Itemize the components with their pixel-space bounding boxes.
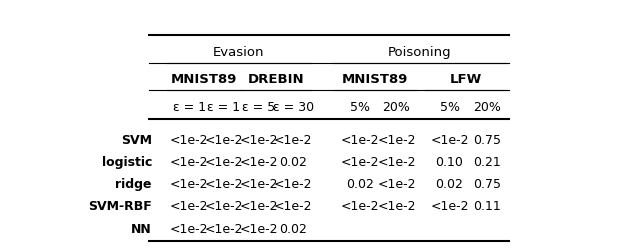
Text: SVM-RBF: SVM-RBF bbox=[88, 200, 152, 212]
Text: <1e-2: <1e-2 bbox=[274, 178, 312, 190]
Text: <1e-2: <1e-2 bbox=[239, 156, 278, 168]
Text: <1e-2: <1e-2 bbox=[170, 133, 209, 146]
Text: 0.10: 0.10 bbox=[436, 156, 463, 168]
Text: <1e-2: <1e-2 bbox=[341, 156, 380, 168]
Text: <1e-2: <1e-2 bbox=[430, 133, 468, 146]
Text: <1e-2: <1e-2 bbox=[205, 222, 243, 235]
Text: MNIST89: MNIST89 bbox=[171, 72, 237, 86]
Text: 0.11: 0.11 bbox=[473, 200, 500, 212]
Text: 0.02: 0.02 bbox=[346, 178, 374, 190]
Text: <1e-2: <1e-2 bbox=[170, 156, 209, 168]
Text: 5%: 5% bbox=[350, 100, 370, 114]
Text: Poisoning: Poisoning bbox=[388, 46, 452, 58]
Text: <1e-2: <1e-2 bbox=[377, 178, 416, 190]
Text: ridge: ridge bbox=[115, 178, 152, 190]
Text: Evasion: Evasion bbox=[213, 46, 264, 58]
Text: NN: NN bbox=[131, 222, 152, 235]
Text: 20%: 20% bbox=[473, 100, 500, 114]
Text: <1e-2: <1e-2 bbox=[205, 178, 243, 190]
Text: <1e-2: <1e-2 bbox=[377, 200, 416, 212]
Text: <1e-2: <1e-2 bbox=[205, 156, 243, 168]
Text: <1e-2: <1e-2 bbox=[341, 200, 380, 212]
Text: ε = 1: ε = 1 bbox=[173, 100, 205, 114]
Text: <1e-2: <1e-2 bbox=[205, 133, 243, 146]
Text: 0.75: 0.75 bbox=[473, 133, 500, 146]
Text: 0.21: 0.21 bbox=[473, 156, 500, 168]
Text: ε = 5: ε = 5 bbox=[242, 100, 275, 114]
Text: <1e-2: <1e-2 bbox=[239, 222, 278, 235]
Text: 0.02: 0.02 bbox=[279, 156, 307, 168]
Text: 0.02: 0.02 bbox=[279, 222, 307, 235]
Text: <1e-2: <1e-2 bbox=[377, 133, 416, 146]
Text: <1e-2: <1e-2 bbox=[430, 200, 468, 212]
Text: DREBIN: DREBIN bbox=[248, 72, 304, 86]
Text: 0.75: 0.75 bbox=[473, 178, 500, 190]
Text: <1e-2: <1e-2 bbox=[274, 133, 312, 146]
Text: 5%: 5% bbox=[440, 100, 460, 114]
Text: <1e-2: <1e-2 bbox=[205, 200, 243, 212]
Text: 0.02: 0.02 bbox=[436, 178, 463, 190]
Text: <1e-2: <1e-2 bbox=[239, 200, 278, 212]
Text: <1e-2: <1e-2 bbox=[170, 222, 209, 235]
Text: <1e-2: <1e-2 bbox=[341, 133, 380, 146]
Text: <1e-2: <1e-2 bbox=[239, 133, 278, 146]
Text: ε = 30: ε = 30 bbox=[273, 100, 314, 114]
Text: <1e-2: <1e-2 bbox=[274, 200, 312, 212]
Text: <1e-2: <1e-2 bbox=[239, 178, 278, 190]
Text: <1e-2: <1e-2 bbox=[170, 200, 209, 212]
Text: <1e-2: <1e-2 bbox=[377, 156, 416, 168]
Text: MNIST89: MNIST89 bbox=[342, 72, 408, 86]
Text: ε = 1: ε = 1 bbox=[207, 100, 241, 114]
Text: SVM: SVM bbox=[121, 133, 152, 146]
Text: logistic: logistic bbox=[102, 156, 152, 168]
Text: 20%: 20% bbox=[383, 100, 410, 114]
Text: LFW: LFW bbox=[449, 72, 482, 86]
Text: <1e-2: <1e-2 bbox=[170, 178, 209, 190]
